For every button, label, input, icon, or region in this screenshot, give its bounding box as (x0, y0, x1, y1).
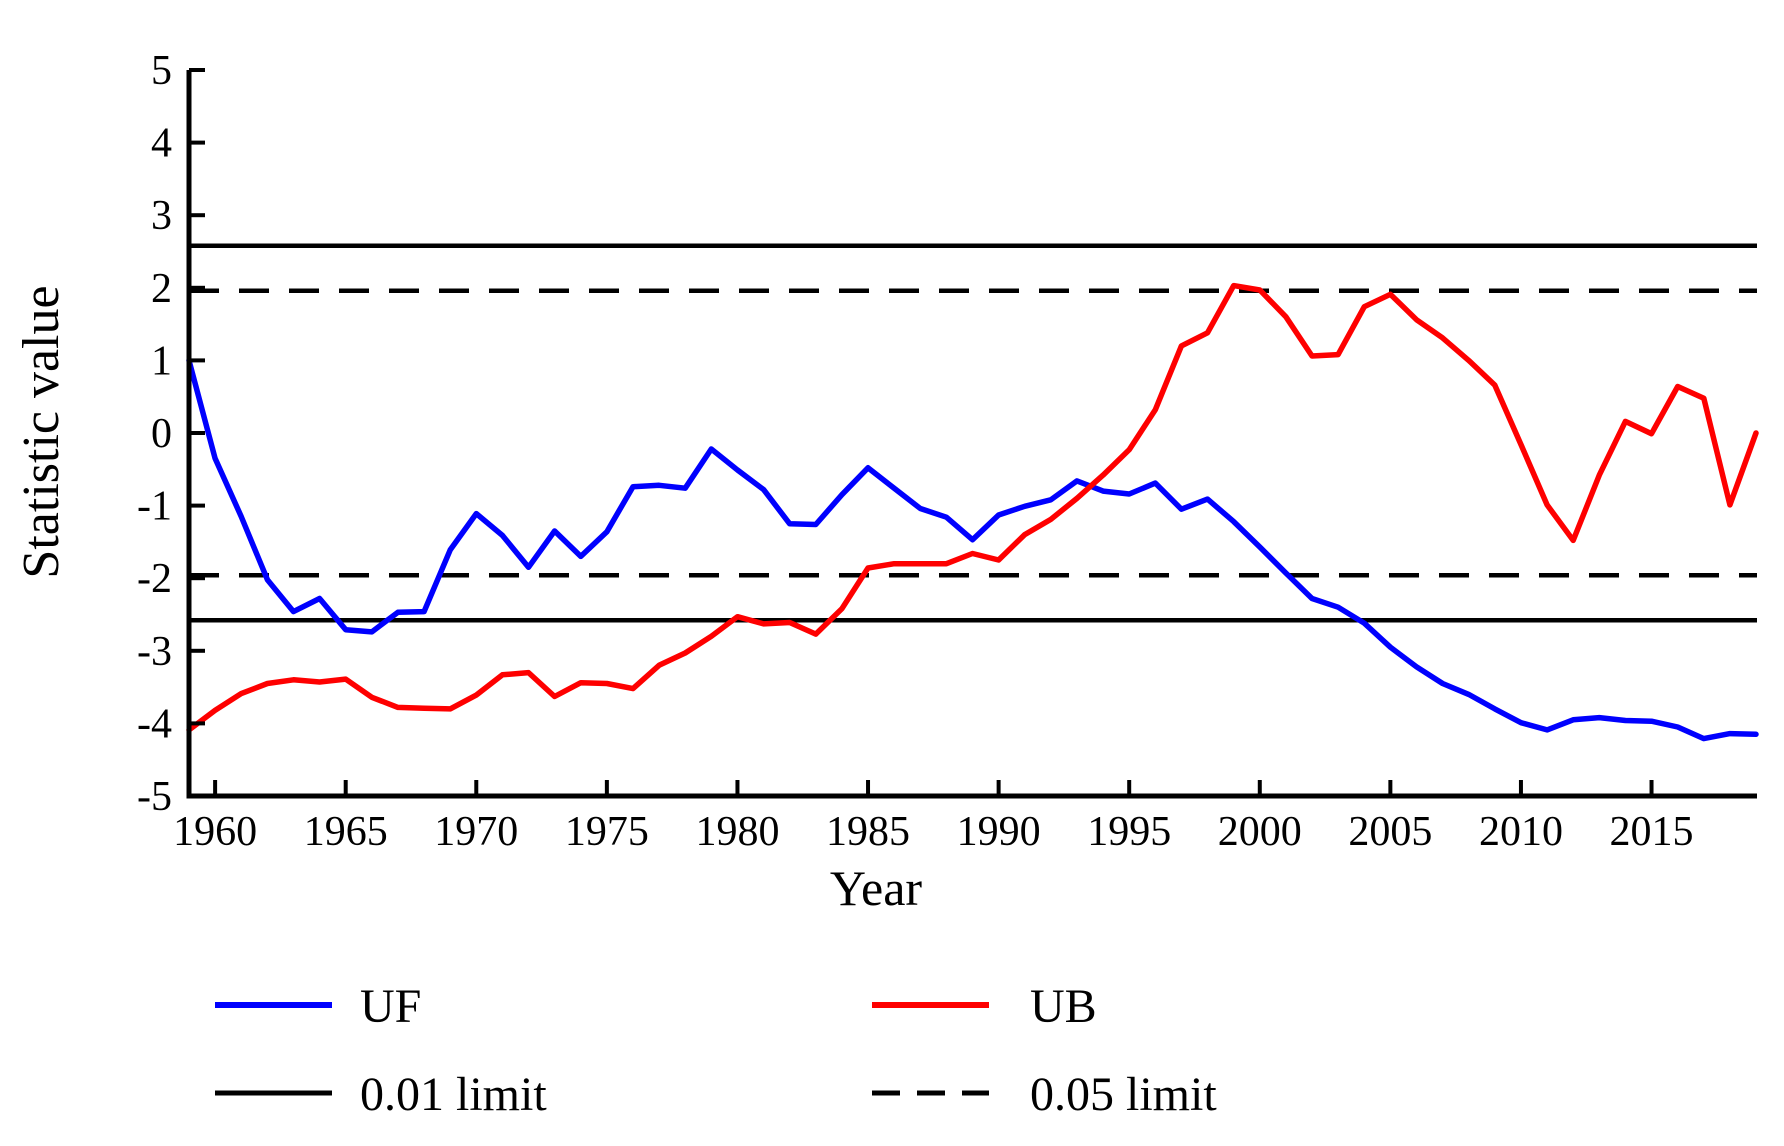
legend-label-001-limit: 0.01 limit (360, 1068, 547, 1121)
x-tick-label: 1965 (304, 809, 388, 855)
y-tick-label: -5 (137, 774, 172, 820)
y-tick-label: -2 (137, 556, 172, 602)
legend-item-005-limit: 0.05 limit (872, 1068, 1217, 1121)
series-lines-group (186, 282, 1759, 742)
x-axis-ticks (213, 780, 1654, 796)
legend-item-001-limit: 0.01 limit (215, 1068, 547, 1121)
x-tick-label: 1960 (173, 809, 257, 855)
y-tick-label: -3 (137, 629, 172, 675)
legend-item-ub: UB (872, 980, 1097, 1033)
x-tick-label: 1985 (826, 809, 910, 855)
y-tick-label: -1 (137, 484, 172, 530)
y-tick-label: 1 (151, 338, 172, 384)
limit-lines-group (189, 243, 1757, 623)
x-tick-label: 2010 (1479, 809, 1563, 855)
y-tick-label: 4 (151, 121, 172, 167)
x-tick-label: 1975 (565, 809, 649, 855)
axes-group: 1960 1965 1970 1975 1980 1985 1990 1995 2000 2005… (137, 48, 1757, 855)
series-line-ub (186, 282, 1759, 733)
y-axis-tick-labels: 5 4 3 2 1 0 -1 -2 -3 -4 -5 (137, 48, 172, 820)
y-axis-ticks (189, 68, 205, 798)
x-axis-title: Year (830, 860, 922, 916)
y-tick-label: 3 (151, 193, 172, 239)
x-tick-label: 2005 (1348, 809, 1432, 855)
x-tick-label: 1970 (434, 809, 518, 855)
x-tick-label: 2015 (1610, 809, 1694, 855)
legend-label-005-limit: 0.05 limit (1030, 1068, 1217, 1121)
x-tick-label: 2000 (1218, 809, 1302, 855)
x-axis-tick-labels: 1960 1965 1970 1975 1980 1985 1990 1995 2000 2005… (173, 809, 1693, 855)
y-tick-label: 0 (151, 411, 172, 457)
axis-lines (186, 70, 1757, 799)
y-axis-title: Statistic value (13, 285, 70, 578)
y-tick-label: -4 (137, 701, 172, 747)
y-tick-label: 5 (151, 48, 172, 94)
x-tick-label: 1990 (957, 809, 1041, 855)
x-tick-label: 1995 (1087, 809, 1171, 855)
legend-label-ub: UB (1030, 980, 1097, 1033)
x-tick-label: 1980 (695, 809, 779, 855)
legend: UF UB 0.01 limit 0.05 limit (215, 980, 1217, 1121)
series-line-uf (186, 357, 1759, 742)
legend-label-uf: UF (360, 980, 421, 1033)
legend-item-uf: UF (215, 980, 421, 1033)
y-tick-label: 2 (151, 266, 172, 312)
